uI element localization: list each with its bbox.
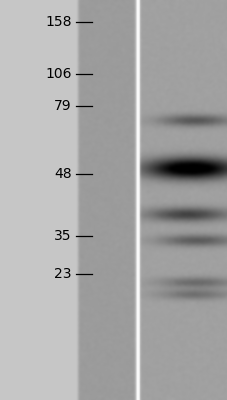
Text: 48: 48 xyxy=(54,167,72,181)
Text: 35: 35 xyxy=(54,229,72,243)
Text: 79: 79 xyxy=(54,99,72,113)
Text: 158: 158 xyxy=(45,15,72,29)
Text: 106: 106 xyxy=(45,67,72,81)
Text: 23: 23 xyxy=(54,267,72,281)
